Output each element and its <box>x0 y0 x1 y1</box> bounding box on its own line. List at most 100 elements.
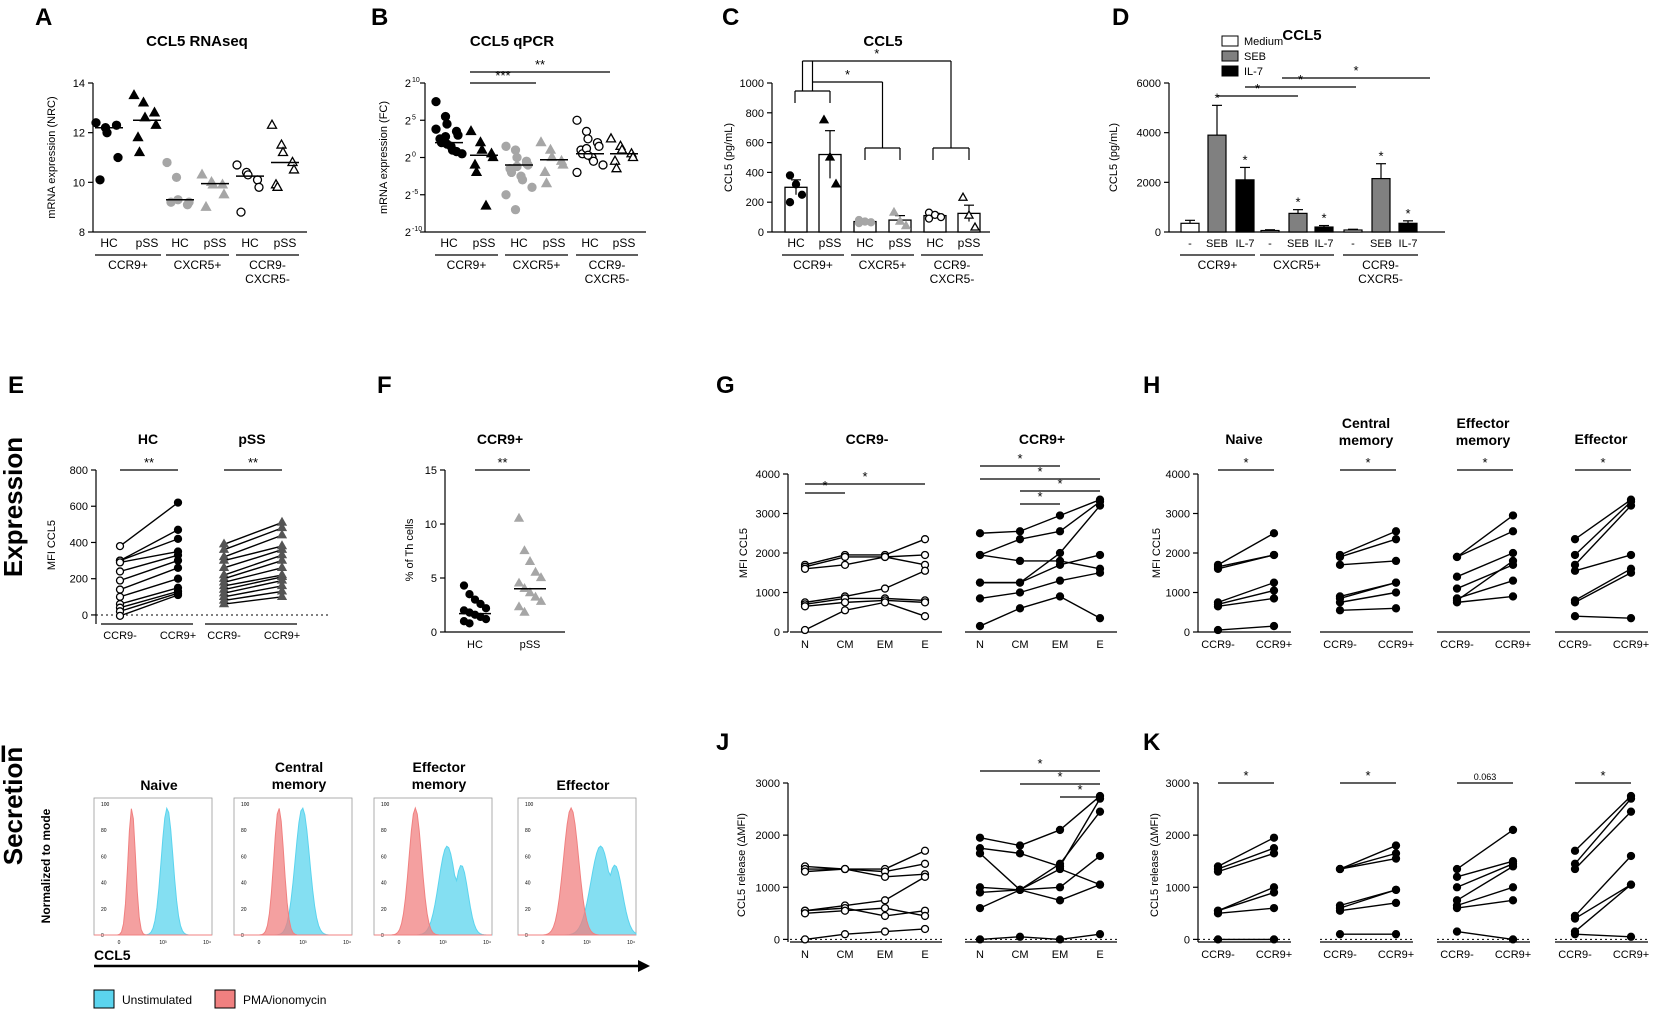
data-point <box>1391 556 1401 566</box>
x-tick-label: IL-7 <box>1399 238 1418 250</box>
series-line <box>979 607 1021 627</box>
data-point <box>1055 592 1065 601</box>
panel-letter: B <box>371 4 388 31</box>
x-tick-label: pSS <box>204 236 227 250</box>
series-line <box>1456 530 1514 558</box>
data-point <box>840 552 850 562</box>
data-point <box>854 218 864 228</box>
series-line <box>979 837 1021 847</box>
y-tick-label: 2000 <box>1166 830 1190 842</box>
series-line <box>844 601 886 611</box>
data-point <box>148 106 161 117</box>
data-point <box>1095 550 1105 560</box>
y-tick-label: 100 <box>241 802 250 808</box>
series-line <box>119 529 179 562</box>
data-point <box>535 572 547 582</box>
significance-label: * <box>1214 90 1219 105</box>
legend-label: Unstimulated <box>122 993 192 1007</box>
data-point <box>840 906 850 915</box>
y-tick-label: 200 <box>70 574 88 586</box>
legend-label: IL-7 <box>1244 66 1263 78</box>
y-tick-label: 0 <box>774 934 780 946</box>
bar <box>1260 229 1280 233</box>
series-line <box>1059 811 1101 865</box>
x-tick-label: EM <box>877 639 894 651</box>
data-point <box>572 115 582 125</box>
data-point <box>271 180 284 191</box>
data-point <box>513 512 525 522</box>
x-tick-label: pSS <box>819 236 842 250</box>
series-line <box>1456 860 1514 878</box>
series-line <box>1019 889 1061 901</box>
data-point <box>1626 794 1636 803</box>
data-point <box>539 166 551 177</box>
y-tick-label: 20 <box>101 907 107 913</box>
series-line <box>1217 532 1275 566</box>
data-point <box>594 141 604 151</box>
series-line <box>223 596 283 605</box>
data-point <box>1015 604 1025 613</box>
data-point <box>1508 548 1518 558</box>
data-point <box>920 612 930 621</box>
data-point <box>530 566 541 576</box>
panel-letter: C <box>722 4 739 31</box>
data-point <box>487 151 499 162</box>
legend-label: PMA/ionomycin <box>243 993 326 1007</box>
bar <box>1343 229 1363 233</box>
legend-label: Medium <box>1244 36 1283 48</box>
data-point <box>1391 898 1401 908</box>
x-tick-label: 10³ <box>439 940 447 946</box>
y-tick-label: 40 <box>241 881 247 887</box>
data-point <box>1452 864 1462 874</box>
chart-title: CCL5 qPCR <box>470 33 554 50</box>
x-tick-label: E <box>1096 949 1103 961</box>
group-label: CXCR5+ <box>1273 258 1321 272</box>
y-tick-label: 10 <box>73 177 85 189</box>
data-point <box>840 606 850 615</box>
x-tick-label: pSS <box>520 639 541 651</box>
series-line <box>844 899 886 907</box>
subplot-title: CCR9- <box>846 431 889 447</box>
data-point <box>1015 556 1025 566</box>
data-point <box>1626 501 1636 510</box>
data-point <box>115 541 125 551</box>
data-point <box>266 118 278 129</box>
data-point <box>115 611 125 620</box>
y-tick-label: 2000 <box>1137 177 1161 189</box>
series-line <box>1059 933 1101 941</box>
y-tick-label: 0 <box>82 610 88 622</box>
x-tick-label: HC <box>100 236 118 250</box>
data-point <box>513 601 525 611</box>
data-point <box>276 591 288 600</box>
series-line <box>1574 855 1632 917</box>
subplot-title: memory <box>1339 432 1394 448</box>
series-line <box>223 559 283 580</box>
series-line <box>1059 868 1101 886</box>
y-tick-label: 400 <box>70 537 88 549</box>
data-point <box>1391 854 1401 863</box>
panel-F: CCR9+ 0 5 10 15 % of Th cells HC pSS ** <box>404 431 565 651</box>
data-point <box>627 151 639 162</box>
data-point <box>276 529 288 539</box>
data-point <box>920 566 930 575</box>
series-line <box>119 592 179 612</box>
data-point <box>1508 935 1518 944</box>
data-point <box>1626 807 1636 816</box>
data-point <box>1055 935 1065 944</box>
data-point <box>1095 794 1105 803</box>
x-tick-label: N <box>976 949 984 961</box>
data-point <box>880 598 890 607</box>
significance-label: * <box>1321 211 1326 226</box>
x-tick-label: CCR9- <box>1201 639 1235 651</box>
data-point <box>173 563 183 572</box>
data-point <box>920 924 930 934</box>
data-point <box>128 89 140 100</box>
x-tick-label: CCR9- <box>1201 949 1235 961</box>
data-point <box>975 903 985 913</box>
data-point <box>506 167 517 178</box>
y-tick-label: 8 <box>79 227 85 239</box>
x-tick-label: CCR9+ <box>264 630 300 642</box>
data-point <box>162 157 172 168</box>
row-label-secretion: Secretion <box>0 747 28 866</box>
series-line <box>979 936 1021 941</box>
